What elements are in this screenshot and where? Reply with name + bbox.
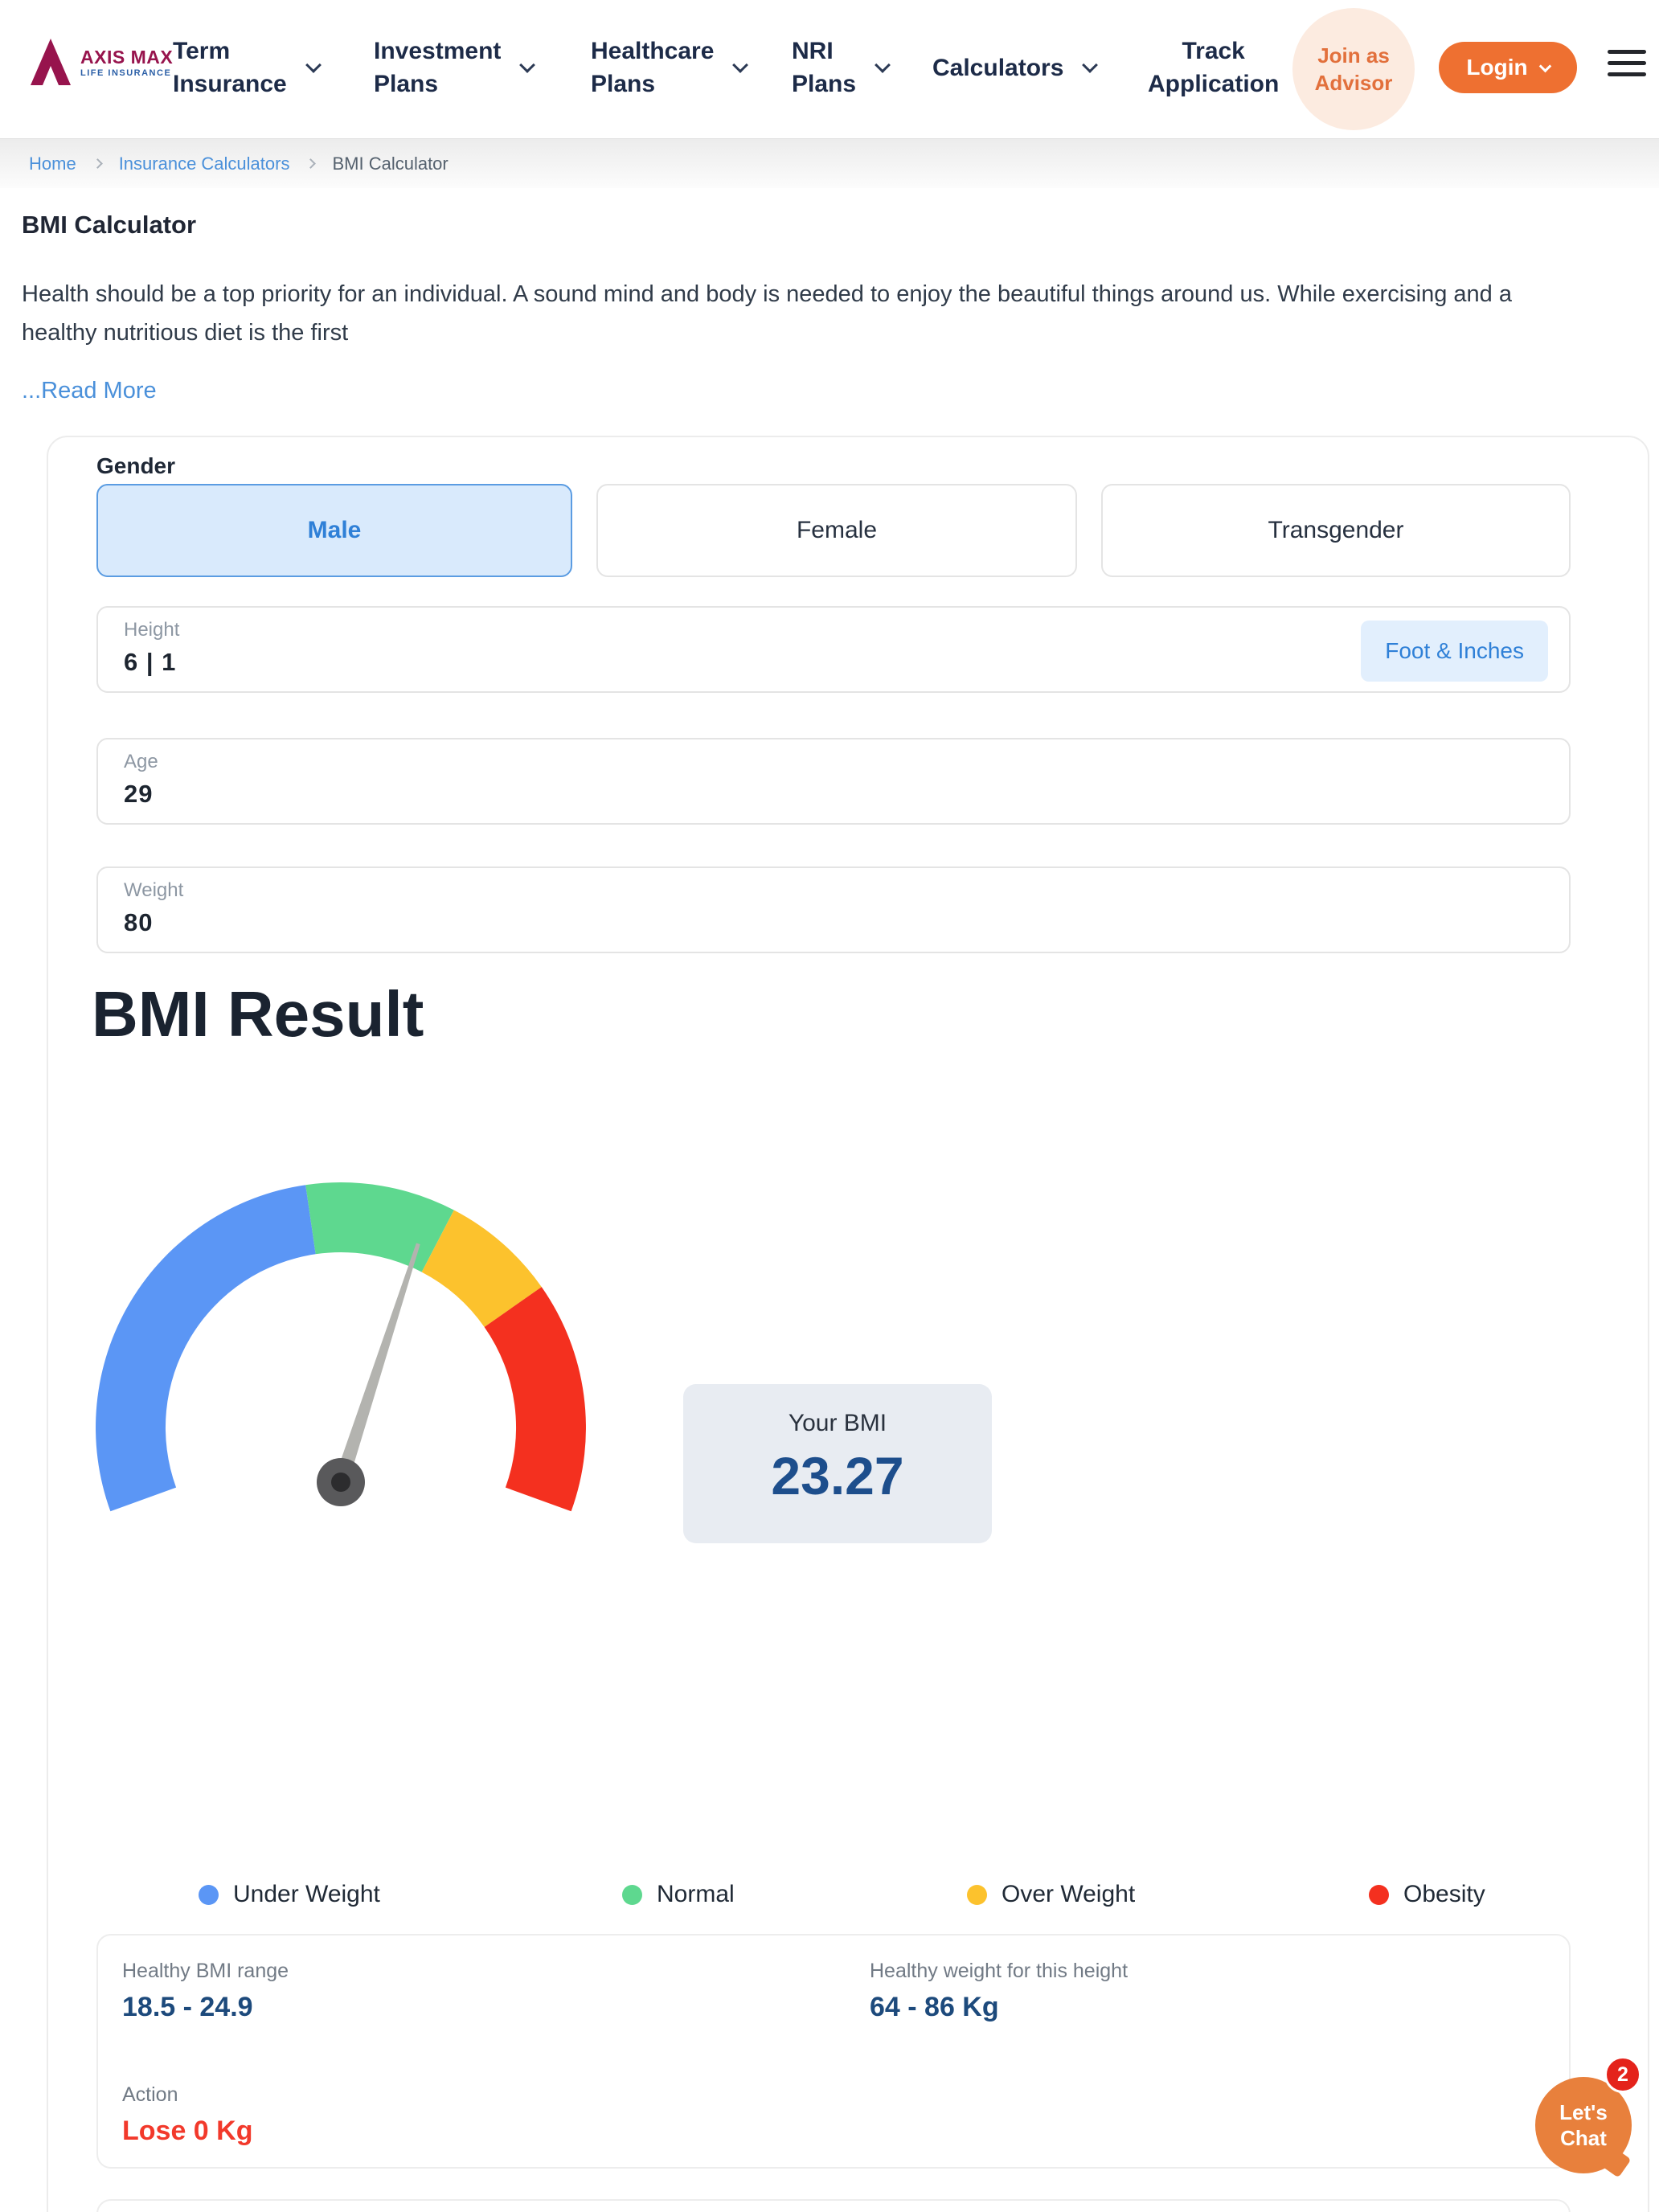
lets-chat-button[interactable]: Let's Chat — [1535, 2077, 1632, 2173]
age-value: 29 — [124, 780, 154, 808]
bmi-calculator-card: Gender Male Female Transgender Height 6 … — [47, 436, 1649, 2212]
chevron-down-icon — [305, 57, 322, 73]
join-as-advisor-button[interactable]: Join as Advisor — [1292, 8, 1415, 130]
height-value: 6 | 1 — [124, 648, 177, 676]
breadcrumb-home[interactable]: Home — [29, 153, 76, 174]
action-value: Lose 0 Kg — [122, 2116, 253, 2146]
bmi-gauge — [82, 1177, 596, 1579]
legend-over-weight: Over Weight — [967, 1881, 1135, 1908]
weight-value: 80 — [124, 908, 154, 936]
normal-dot-icon — [622, 1884, 642, 1905]
legend-normal: Normal — [622, 1881, 735, 1908]
brand-logo[interactable]: AXIS MAX LIFE INSURANCE — [29, 37, 173, 87]
breadcrumb-insurance-calculators[interactable]: Insurance Calculators — [118, 153, 290, 174]
nav-healthcare-plans[interactable]: Healthcare Plans — [591, 29, 749, 106]
healthy-weight-label: Healthy weight for this height — [870, 1960, 1129, 1982]
over-weight-dot-icon — [967, 1884, 987, 1905]
breadcrumb: Home Insurance Calculators BMI Calculato… — [0, 138, 1659, 188]
weight-label: Weight — [124, 879, 184, 901]
healthy-bmi-range-value: 18.5 - 24.9 — [122, 1992, 253, 2022]
next-section-card — [96, 2199, 1571, 2212]
gender-transgender-button[interactable]: Transgender — [1101, 484, 1571, 577]
bmi-result-heading: BMI Result — [92, 978, 424, 1050]
header: AXIS MAX LIFE INSURANCE Term Insurance I… — [0, 0, 1659, 138]
nav-investment-plans[interactable]: Investment Plans — [374, 29, 536, 106]
chevron-down-icon — [1082, 57, 1099, 73]
your-bmi-box: Your BMI 23.27 — [683, 1384, 992, 1543]
brand-name: AXIS MAX — [80, 46, 174, 68]
height-label: Height — [124, 619, 180, 641]
read-more-link[interactable]: ...Read More — [22, 378, 157, 403]
weight-input[interactable]: Weight 80 — [96, 866, 1571, 953]
page-title: BMI Calculator — [22, 211, 197, 239]
login-button[interactable]: Login — [1439, 42, 1577, 93]
your-bmi-value: 23.27 — [771, 1446, 904, 1505]
chevron-down-icon — [519, 57, 536, 73]
chevron-down-icon — [732, 57, 749, 73]
gauge-chart — [96, 1182, 586, 1512]
your-bmi-label: Your BMI — [788, 1410, 887, 1436]
legend-obesity: Obesity — [1369, 1881, 1485, 1908]
gender-male-button[interactable]: Male — [96, 484, 572, 577]
legend-under-weight: Under Weight — [199, 1881, 380, 1908]
obesity-dot-icon — [1369, 1884, 1389, 1905]
nav-calculators[interactable]: Calculators — [932, 29, 1099, 106]
height-input[interactable]: Height 6 | 1 Foot & Inches — [96, 606, 1571, 693]
healthy-bmi-range-label: Healthy BMI range — [122, 1960, 289, 1982]
axis-triangle-icon — [31, 39, 71, 85]
gender-label: Gender — [96, 453, 176, 478]
brand-subname: LIFE INSURANCE — [80, 68, 172, 78]
age-input[interactable]: Age 29 — [96, 738, 1571, 825]
chevron-down-icon — [1538, 59, 1551, 72]
healthy-weight-value: 64 - 86 Kg — [870, 1992, 999, 2022]
bmi-summary-card: Healthy BMI range 18.5 - 24.9 Healthy we… — [96, 1934, 1571, 2169]
chevron-down-icon — [875, 57, 891, 73]
breadcrumb-current: BMI Calculator — [332, 153, 449, 174]
under-weight-dot-icon — [199, 1884, 219, 1905]
page-description: Health should be a top priority for an i… — [22, 281, 1512, 346]
nav-term-insurance[interactable]: Term Insurance — [173, 29, 322, 106]
chevron-right-icon — [92, 158, 103, 169]
chevron-right-icon — [305, 158, 317, 169]
age-label: Age — [124, 751, 158, 772]
action-label: Action — [122, 2083, 178, 2106]
chat-notification-badge: 2 — [1604, 2056, 1641, 2093]
hamburger-menu-icon[interactable] — [1608, 50, 1646, 84]
height-unit-toggle[interactable]: Foot & Inches — [1361, 621, 1548, 682]
gender-female-button[interactable]: Female — [596, 484, 1077, 577]
nav-track-application[interactable]: Track Application — [1148, 38, 1280, 97]
nav-nri-plans[interactable]: NRI Plans — [792, 29, 891, 106]
